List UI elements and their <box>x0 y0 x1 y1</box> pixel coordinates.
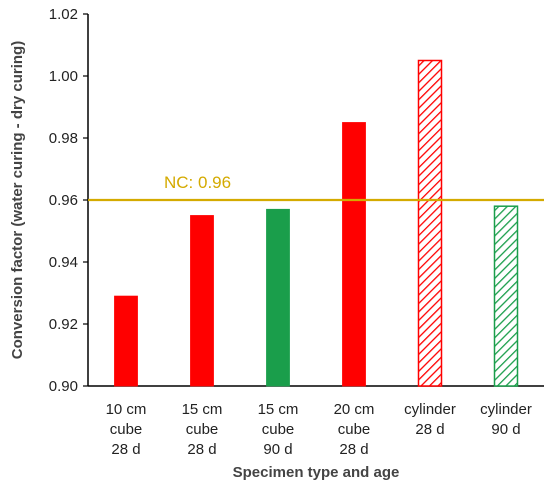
reference-line-label: NC: 0.96 <box>164 173 231 192</box>
y-tick-label: 1.02 <box>49 6 78 23</box>
bars-group <box>114 59 519 387</box>
x-category-label: cylinder 90 d <box>480 401 532 438</box>
x-category-label: cylinder 28 d <box>404 401 456 438</box>
bar-4 <box>342 122 366 387</box>
x-category-label: 20 cm cube 28 d <box>334 401 375 458</box>
bar-5 <box>417 59 443 387</box>
y-tick-label: 0.98 <box>49 130 78 147</box>
y-tick-label: 0.92 <box>49 316 78 333</box>
x-category-label: 15 cm cube 28 d <box>182 401 223 458</box>
x-axis-title: Specimen type and age <box>233 464 400 481</box>
y-tick-label: 0.94 <box>49 254 78 271</box>
x-category-label: 15 cm cube 90 d <box>258 401 299 458</box>
y-tick-label: 1.00 <box>49 68 78 85</box>
bar-6 <box>493 205 519 387</box>
x-axis-categories: 10 cm cube 28 d 15 cm cube 28 d 15 cm cube 90 d 2… <box>106 401 532 458</box>
y-axis-ticks: 0.90 0.92 0.94 0.96 0.98 1.00 1.02 <box>49 6 88 395</box>
y-tick-label: 0.96 <box>49 192 78 209</box>
bar-1 <box>114 295 138 387</box>
y-axis-title: Conversion factor (water curing - dry cu… <box>9 41 26 359</box>
bar-3 <box>266 208 290 387</box>
reference-line-group: NC: 0.96 <box>88 173 544 202</box>
x-category-label: 10 cm cube 28 d <box>106 401 147 458</box>
y-tick-label: 0.90 <box>49 378 78 395</box>
bar-2 <box>190 215 214 387</box>
